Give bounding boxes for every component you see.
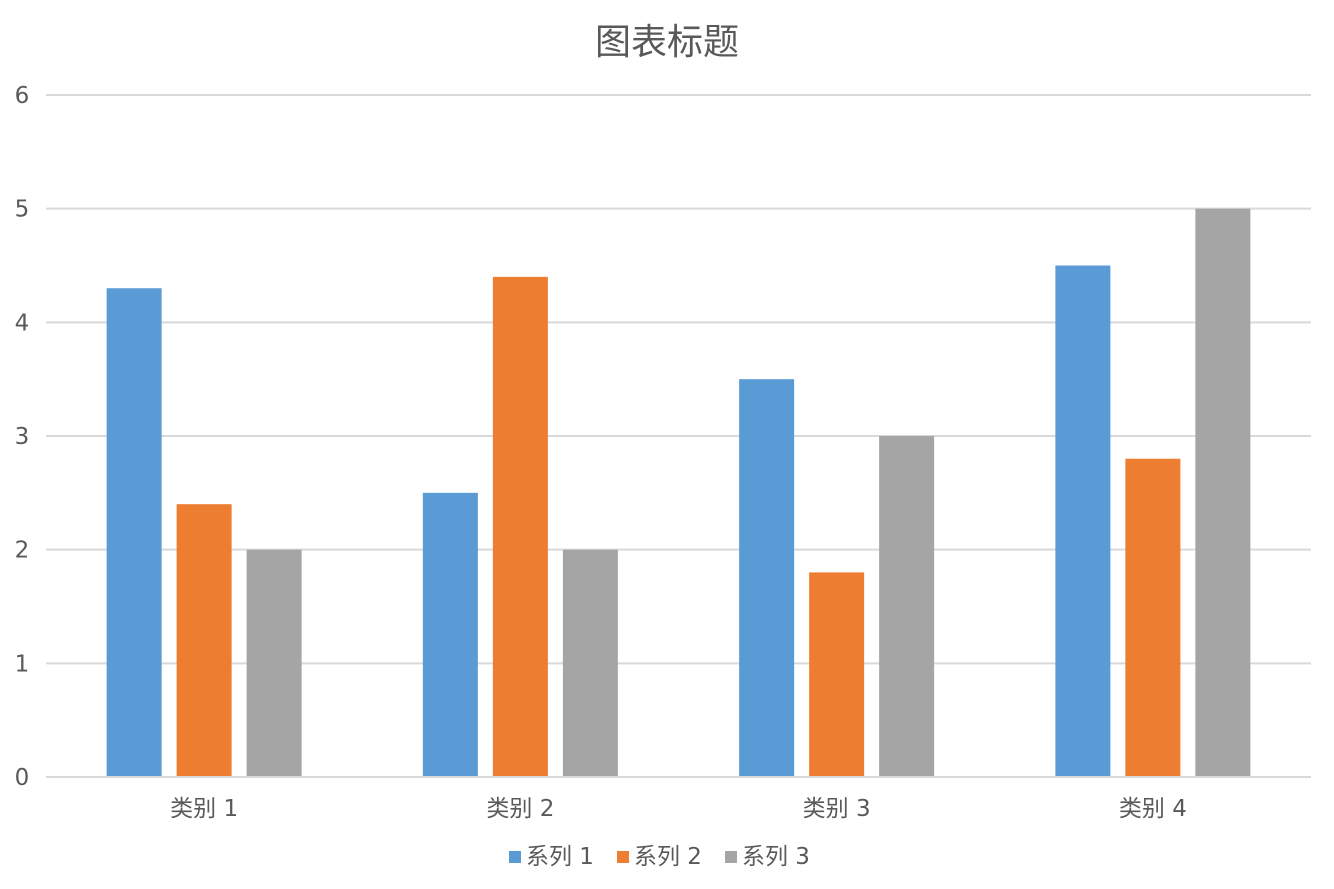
legend-label: 系列 2 bbox=[634, 844, 702, 870]
legend-swatch bbox=[725, 851, 737, 863]
x-category-label: 类别 1 bbox=[170, 796, 238, 822]
x-category-label: 类别 3 bbox=[803, 796, 871, 822]
bars bbox=[106, 208, 1251, 777]
bar-series-2-category-3 bbox=[809, 572, 865, 777]
bar-series-3-category-2 bbox=[562, 549, 618, 777]
y-tick-label: 4 bbox=[15, 310, 30, 336]
legend-swatch bbox=[509, 851, 521, 863]
bar-series-2-category-2 bbox=[492, 276, 548, 777]
chart-title: 图表标题 bbox=[595, 22, 739, 63]
bar-series-1-category-1 bbox=[106, 288, 162, 777]
x-category-label: 类别 4 bbox=[1119, 796, 1187, 822]
y-tick-label: 6 bbox=[15, 83, 30, 109]
bar-series-1-category-4 bbox=[1055, 265, 1111, 777]
gridlines bbox=[46, 94, 1311, 778]
bar-series-3-category-4 bbox=[1195, 208, 1251, 777]
legend: 系列 1 系列 2 系列 3 bbox=[509, 844, 810, 870]
y-tick-label: 1 bbox=[15, 651, 30, 677]
bar-series-3-category-3 bbox=[879, 436, 935, 777]
x-category-label: 类别 2 bbox=[486, 796, 554, 822]
bar-series-3-category-1 bbox=[246, 549, 302, 777]
legend-label: 系列 3 bbox=[742, 844, 810, 870]
legend-swatch bbox=[617, 851, 629, 863]
x-axis: 类别 1 类别 2 类别 3 类别 4 bbox=[46, 776, 1311, 822]
bar-series-2-category-1 bbox=[176, 504, 232, 777]
y-tick-label: 5 bbox=[15, 197, 30, 223]
y-tick-label: 2 bbox=[15, 538, 30, 564]
legend-label: 系列 1 bbox=[526, 844, 594, 870]
y-axis: 0 1 2 3 4 5 6 bbox=[15, 83, 30, 791]
y-tick-label: 3 bbox=[15, 424, 30, 450]
y-tick-label: 0 bbox=[15, 765, 30, 791]
bar-series-1-category-2 bbox=[422, 492, 478, 777]
bar-series-1-category-3 bbox=[739, 379, 795, 777]
bar-series-2-category-4 bbox=[1125, 458, 1181, 777]
